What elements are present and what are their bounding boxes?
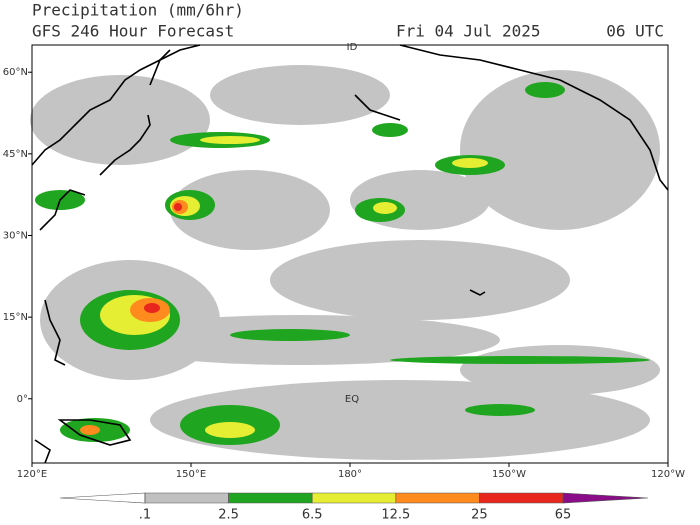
light-precip bbox=[30, 65, 660, 460]
colorbar-swatch bbox=[228, 492, 313, 504]
time: 06 UTC bbox=[606, 22, 664, 41]
colorbar-label: 12.5 bbox=[381, 508, 410, 523]
axes: 60°N 45°N 30°N 15°N 0° 120°E 150°E 180° 150°W 120… bbox=[3, 67, 685, 480]
colorbar-label: .1 bbox=[139, 508, 151, 523]
lat-label: 45°N bbox=[3, 149, 28, 160]
colorbar-swatch bbox=[59, 492, 146, 504]
lat-label: 30°N bbox=[3, 230, 28, 241]
lat-label: 60°N bbox=[3, 67, 28, 78]
title: Precipitation (mm/6hr) bbox=[32, 1, 244, 20]
lon-label: 120°E bbox=[17, 469, 47, 480]
lon-label: 180° bbox=[338, 469, 362, 480]
colorbar-label: 6.5 bbox=[302, 508, 323, 523]
date: Fri 04 Jul 2025 bbox=[396, 22, 541, 41]
subtitle: GFS 246 Hour Forecast bbox=[32, 22, 234, 41]
lon-label: 120°W bbox=[651, 469, 685, 480]
lat-label: 15°N bbox=[3, 312, 28, 323]
colorbar-label: 65 bbox=[555, 508, 572, 523]
colorbar-swatch bbox=[479, 492, 564, 504]
colorbar-swatch bbox=[311, 492, 397, 504]
colorbar-swatch bbox=[395, 492, 480, 504]
annotation: EQ bbox=[345, 394, 359, 405]
lon-label: 150°E bbox=[176, 469, 206, 480]
colorbar-label: 25 bbox=[471, 508, 488, 523]
lon-label: 150°W bbox=[492, 469, 526, 480]
colorbar: .1 2.5 6.5 12.5 25 65 bbox=[59, 492, 649, 523]
colorbar-swatch bbox=[144, 492, 229, 504]
annotation: ID bbox=[347, 42, 358, 53]
map: ID EQ bbox=[30, 42, 669, 464]
colorbar-label: 2.5 bbox=[218, 508, 239, 523]
colorbar-swatch bbox=[562, 492, 649, 504]
coastlines bbox=[31, 44, 669, 464]
lat-label: 0° bbox=[17, 394, 28, 405]
extreme-precip bbox=[144, 203, 182, 313]
